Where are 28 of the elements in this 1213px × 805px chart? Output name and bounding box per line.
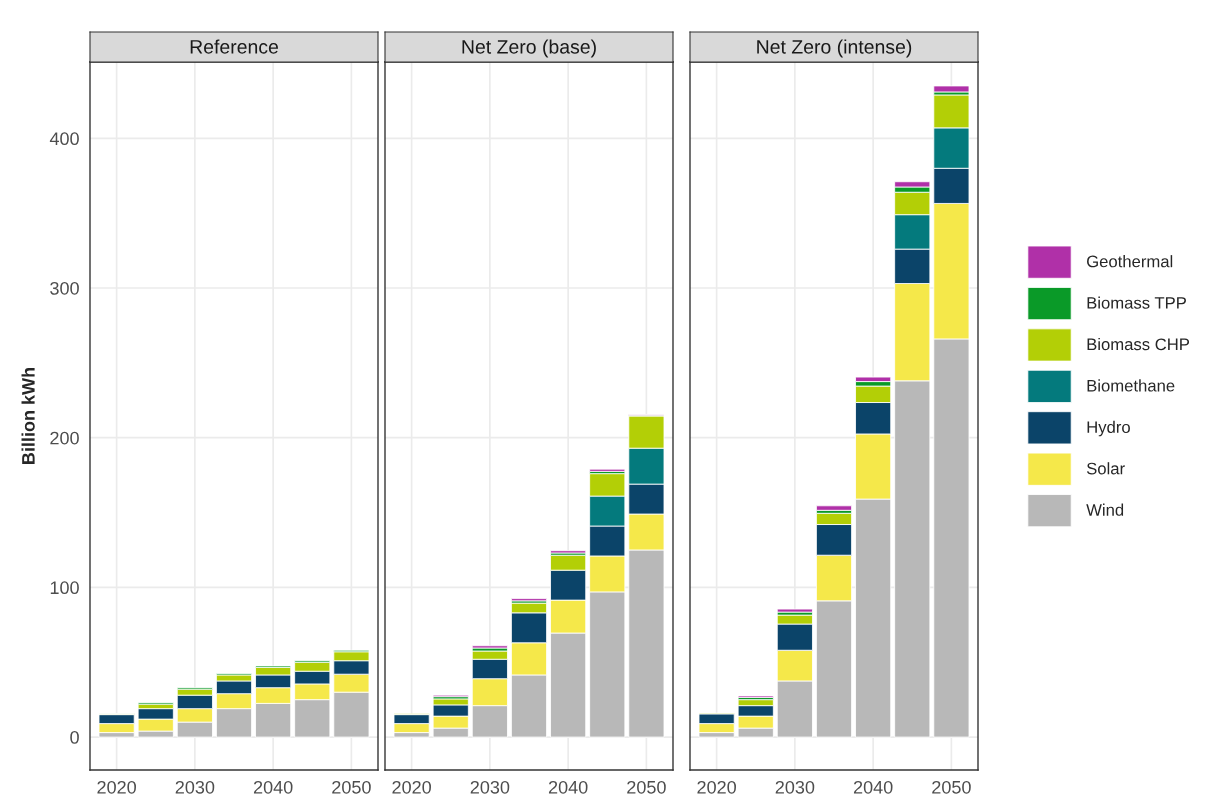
x-tick-label: 2030 bbox=[470, 780, 510, 794]
y-tick-label: 100 bbox=[50, 581, 79, 595]
legend-label: Biomass TPP bbox=[1087, 296, 1186, 309]
x-tick-label: 2050 bbox=[332, 780, 371, 794]
legend-label: Solar bbox=[1086, 462, 1125, 475]
x-tick-label: 2020 bbox=[97, 780, 136, 794]
y-tick-label: 400 bbox=[49, 132, 79, 146]
y-tick-label: 200 bbox=[50, 431, 79, 445]
x-tick-label: 2020 bbox=[392, 780, 431, 794]
legend-label: Geothermal bbox=[1087, 255, 1173, 268]
legend-label: Hydro bbox=[1087, 420, 1130, 437]
legend-label: Wind bbox=[1086, 503, 1124, 516]
chart-title: Net Zero (base) bbox=[462, 39, 596, 58]
chart-title: Reference bbox=[190, 39, 278, 54]
x-tick-label: 2040 bbox=[548, 780, 588, 794]
x-tick-label: 2020 bbox=[697, 780, 736, 794]
x-tick-label: 2030 bbox=[775, 780, 815, 794]
y-tick-label: 0 bbox=[70, 731, 79, 744]
legend-label: Biomethane bbox=[1087, 379, 1175, 392]
x-tick-label: 2050 bbox=[627, 780, 666, 794]
x-tick-label: 2030 bbox=[175, 780, 215, 794]
y-axis-title: Billion kWh bbox=[21, 367, 35, 464]
x-tick-label: 2050 bbox=[932, 780, 971, 794]
x-tick-label: 2040 bbox=[253, 780, 293, 794]
chart-title: Net Zero (intense) bbox=[757, 39, 912, 58]
legend-label: Biomass CHP bbox=[1087, 337, 1190, 351]
x-tick-label: 2040 bbox=[853, 780, 893, 794]
y-tick-label: 300 bbox=[50, 281, 79, 295]
